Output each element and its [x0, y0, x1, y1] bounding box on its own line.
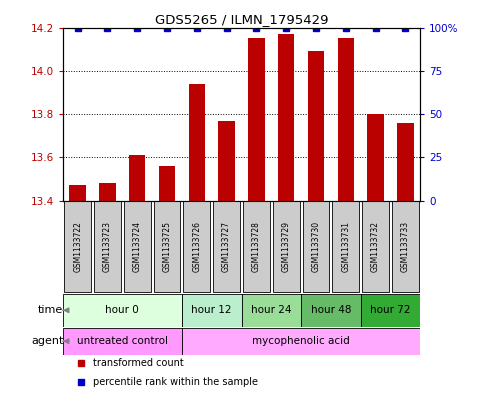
- Text: GSM1133731: GSM1133731: [341, 221, 350, 272]
- FancyBboxPatch shape: [63, 294, 182, 327]
- Text: percentile rank within the sample: percentile rank within the sample: [93, 376, 258, 387]
- Text: GSM1133725: GSM1133725: [163, 221, 171, 272]
- FancyBboxPatch shape: [242, 294, 301, 327]
- FancyBboxPatch shape: [361, 294, 420, 327]
- Bar: [70, 185, 86, 200]
- FancyBboxPatch shape: [213, 202, 240, 292]
- Text: GSM1133724: GSM1133724: [133, 221, 142, 272]
- FancyBboxPatch shape: [301, 294, 361, 327]
- Text: GSM1133728: GSM1133728: [252, 222, 261, 272]
- FancyBboxPatch shape: [124, 202, 151, 292]
- Text: GSM1133733: GSM1133733: [401, 221, 410, 272]
- Bar: [218, 121, 235, 200]
- Bar: [308, 51, 324, 200]
- FancyBboxPatch shape: [273, 202, 299, 292]
- Text: mycophenolic acid: mycophenolic acid: [252, 336, 350, 346]
- Text: hour 72: hour 72: [370, 305, 411, 315]
- FancyBboxPatch shape: [63, 328, 182, 354]
- FancyBboxPatch shape: [182, 294, 242, 327]
- Bar: [338, 39, 354, 200]
- FancyBboxPatch shape: [392, 202, 419, 292]
- Text: agent: agent: [31, 336, 63, 346]
- Text: hour 24: hour 24: [251, 305, 292, 315]
- Text: untreated control: untreated control: [77, 336, 168, 346]
- FancyBboxPatch shape: [362, 202, 389, 292]
- Text: time: time: [38, 305, 63, 315]
- Title: GDS5265 / ILMN_1795429: GDS5265 / ILMN_1795429: [155, 13, 328, 26]
- Bar: [278, 34, 294, 200]
- Text: GSM1133730: GSM1133730: [312, 221, 320, 272]
- Bar: [129, 155, 145, 200]
- FancyBboxPatch shape: [154, 202, 181, 292]
- FancyBboxPatch shape: [184, 202, 210, 292]
- Text: hour 48: hour 48: [311, 305, 351, 315]
- FancyBboxPatch shape: [182, 328, 420, 354]
- FancyBboxPatch shape: [243, 202, 270, 292]
- FancyBboxPatch shape: [64, 202, 91, 292]
- Bar: [397, 123, 413, 200]
- FancyBboxPatch shape: [302, 202, 329, 292]
- Bar: [248, 39, 265, 200]
- Text: GSM1133729: GSM1133729: [282, 221, 291, 272]
- FancyBboxPatch shape: [332, 202, 359, 292]
- Text: transformed count: transformed count: [93, 358, 184, 367]
- Text: hour 12: hour 12: [191, 305, 232, 315]
- Bar: [99, 183, 115, 200]
- FancyBboxPatch shape: [94, 202, 121, 292]
- Text: hour 0: hour 0: [105, 305, 139, 315]
- Bar: [368, 114, 384, 200]
- Text: GSM1133722: GSM1133722: [73, 222, 82, 272]
- Bar: [189, 84, 205, 200]
- Text: GSM1133732: GSM1133732: [371, 221, 380, 272]
- Text: GSM1133727: GSM1133727: [222, 221, 231, 272]
- Text: GSM1133723: GSM1133723: [103, 221, 112, 272]
- Text: GSM1133726: GSM1133726: [192, 221, 201, 272]
- Bar: [159, 166, 175, 200]
